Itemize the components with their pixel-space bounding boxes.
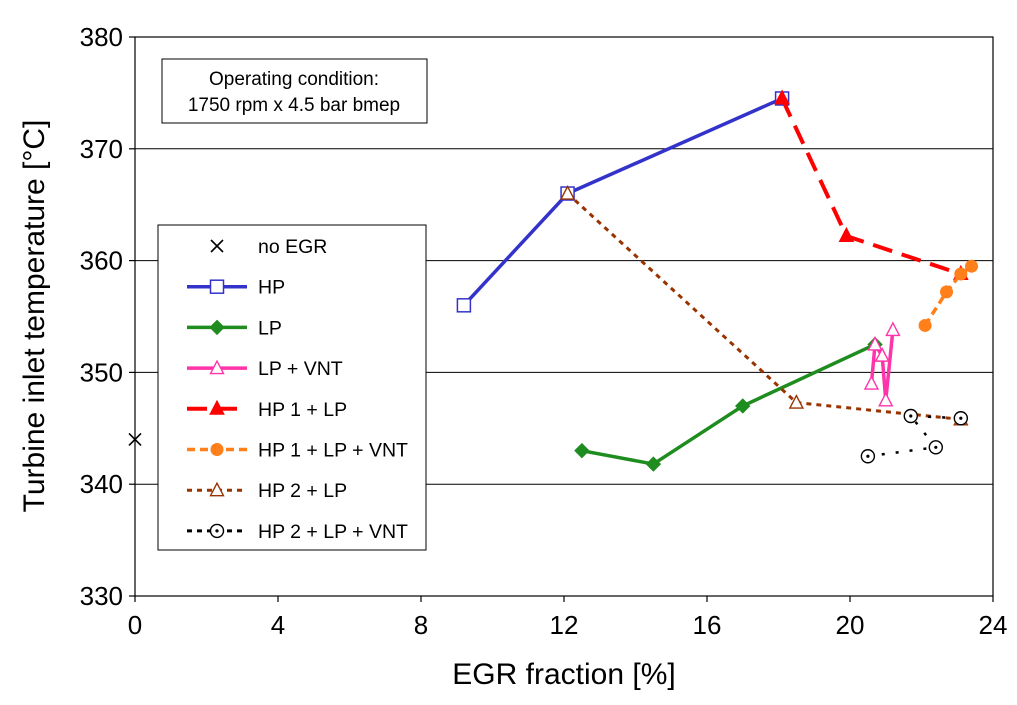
data-point (953, 411, 969, 426)
y-tick-label: 380 (80, 22, 123, 52)
data-point (735, 398, 751, 414)
data-point (885, 321, 901, 337)
data-point (878, 391, 894, 407)
data-point (918, 318, 932, 332)
data-point (838, 226, 855, 243)
legend-entry: HP 1 + LP + VNT (187, 440, 408, 462)
series-line (780, 97, 962, 276)
legend-entry: no EGR (210, 236, 327, 258)
data-point (559, 185, 576, 200)
annotation-box: Operating condition: 1750 rpm x 4.5 bar … (161, 58, 428, 124)
series-1 (456, 91, 790, 313)
x-tick-label: 20 (836, 610, 865, 640)
data-point (788, 394, 805, 409)
legend-label: no EGR (258, 236, 327, 258)
series (128, 89, 979, 472)
series-0 (128, 432, 142, 447)
legend-marker (209, 481, 225, 497)
legend-label: HP 2 + LP (258, 480, 347, 502)
legend-entry: LP + VNT (187, 358, 343, 380)
x-tick-label: 24 (979, 610, 1008, 640)
legend-label: LP (258, 317, 282, 339)
data-point (860, 449, 876, 464)
y-tick-label: 340 (80, 469, 123, 499)
y-axis-ticks: 330 340 350 360 370 380 (80, 22, 135, 611)
legend-marker (209, 279, 225, 294)
data-point (128, 432, 142, 447)
x-tick-label: 12 (550, 610, 579, 640)
y-tick-label: 350 (80, 357, 123, 387)
series-6 (559, 185, 969, 426)
legend-marker (209, 359, 225, 375)
data-point (774, 89, 790, 105)
data-point (863, 375, 880, 390)
legend-marker (210, 443, 224, 456)
series-7 (860, 408, 969, 464)
data-point (903, 408, 918, 424)
legend-entry: HP 1 + LP (187, 399, 347, 421)
legend-marker (209, 399, 225, 415)
data-point (645, 456, 662, 472)
annotation-line-2: 1750 rpm x 4.5 bar bmep (188, 95, 400, 116)
series-line (462, 96, 783, 307)
data-point (574, 442, 590, 459)
annotation-line-1: Operating condition: (209, 69, 379, 90)
x-tick-label: 0 (128, 610, 142, 640)
legend-label: HP 1 + LP + VNT (258, 440, 408, 462)
series-3 (863, 321, 901, 407)
legend-label: HP 2 + LP + VNT (258, 521, 408, 543)
x-tick-label: 8 (414, 610, 428, 640)
legend-marker (210, 239, 224, 253)
data-point (965, 259, 979, 273)
legend-label: HP 1 + LP (258, 399, 347, 421)
legend-label: LP + VNT (258, 358, 343, 380)
legend-marker (209, 523, 225, 539)
y-tick-label: 360 (80, 246, 123, 276)
x-tick-label: 4 (271, 610, 285, 640)
legend-entry: HP (187, 277, 285, 299)
series-4 (774, 89, 969, 281)
series-line (923, 264, 973, 327)
series-2 (574, 336, 883, 472)
data-point (874, 347, 890, 362)
data-point (456, 298, 472, 313)
y-tick-label: 370 (80, 134, 123, 164)
legend-marker (209, 319, 225, 336)
series-5 (918, 259, 979, 332)
legend: no EGR HP LP LP + VNT HP 1 + LP HP 1 + LP + V… (157, 224, 427, 551)
legend-entry: HP 2 + LP + VNT (187, 521, 408, 543)
legend-entry: HP 2 + LP (187, 480, 347, 502)
data-point (928, 440, 943, 455)
data-point (940, 285, 954, 299)
x-tick-label: 16 (693, 610, 722, 640)
legend-label: HP (258, 277, 285, 299)
data-point (954, 267, 968, 281)
legend-entry: LP (187, 317, 282, 339)
y-axis-label: Turbine inlet temperature [°C] (18, 120, 51, 513)
x-axis-ticks: 0 4 8 12 16 20 24 (128, 596, 1008, 640)
series-line (566, 192, 961, 421)
series-line (581, 342, 876, 466)
x-axis-label: EGR fraction [%] (452, 658, 675, 691)
y-tick-label: 330 (80, 581, 123, 611)
data-point (867, 335, 883, 351)
